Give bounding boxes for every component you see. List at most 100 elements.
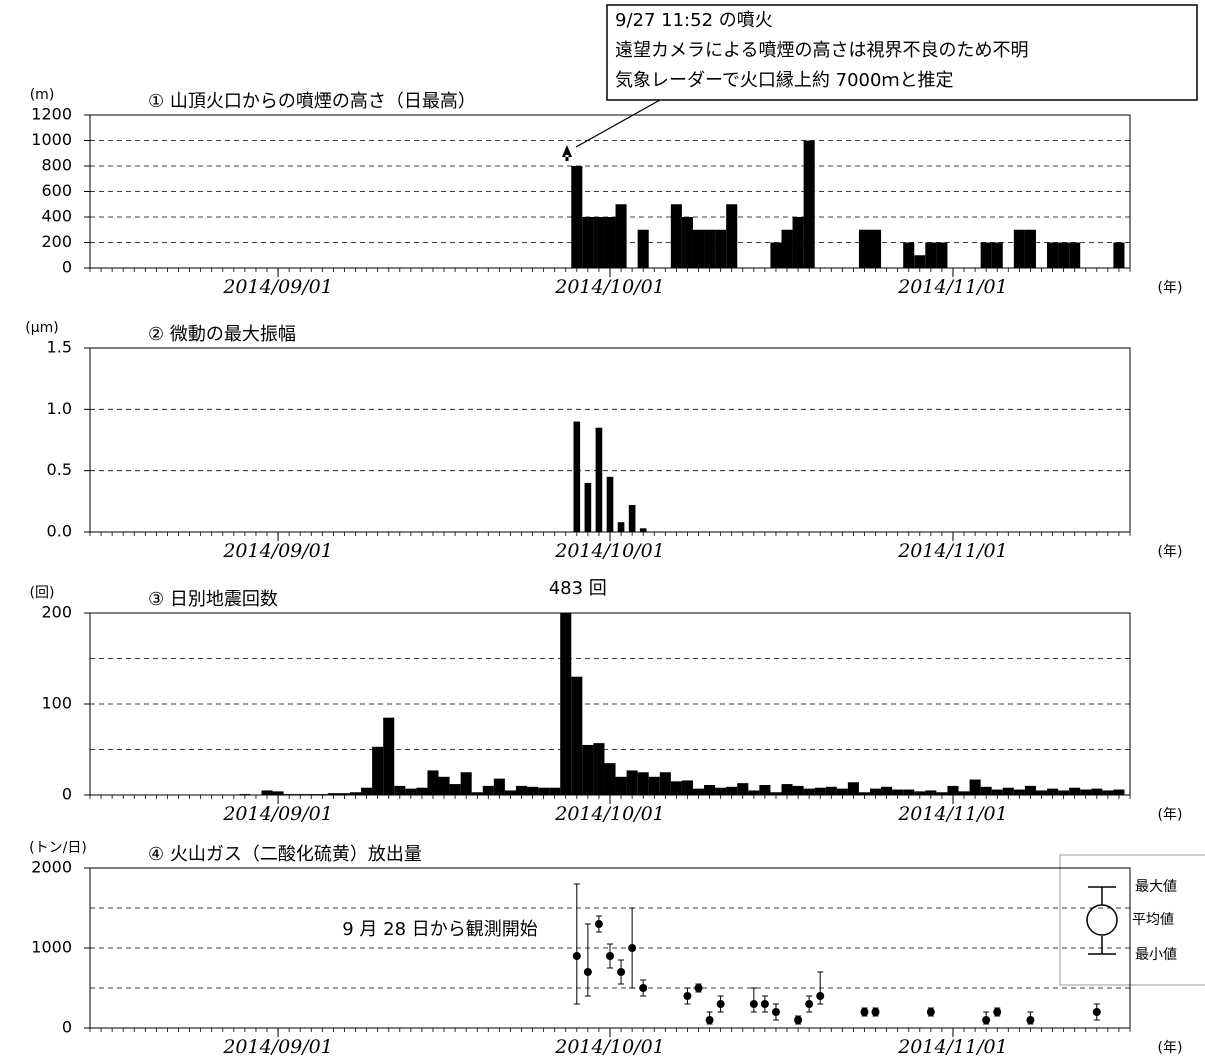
x-unit: (年) xyxy=(1158,280,1183,296)
bar xyxy=(361,787,373,795)
bar xyxy=(936,242,948,268)
bar xyxy=(870,229,882,268)
bar xyxy=(726,786,738,795)
bar xyxy=(881,786,893,795)
point xyxy=(749,1000,758,1008)
bar xyxy=(1024,229,1036,268)
legend-marker xyxy=(1086,904,1118,936)
bar xyxy=(595,427,603,532)
annotation-box xyxy=(606,4,1198,101)
x-tick-label: 2014/09/01 xyxy=(222,1036,333,1058)
plot-area xyxy=(571,140,1125,268)
legend-label: 最小値 xyxy=(1135,947,1177,963)
bar xyxy=(781,784,793,795)
y-tick-label: 0.5 xyxy=(47,460,72,479)
bar xyxy=(991,242,1003,268)
bar xyxy=(261,790,273,795)
bar xyxy=(991,789,1003,795)
y-tick-label: 600 xyxy=(41,181,72,200)
point xyxy=(760,1000,769,1008)
bar xyxy=(538,787,550,795)
bar xyxy=(781,229,793,268)
annotation-line: 気象レーダーで火口縁上約 7000ｍと推定 xyxy=(615,70,953,91)
bar xyxy=(637,229,649,268)
plot-area xyxy=(572,883,1101,1025)
point xyxy=(572,952,581,960)
y-tick-label: 0 xyxy=(62,785,72,804)
bar xyxy=(792,217,804,268)
y-tick-label: 800 xyxy=(41,156,72,175)
point xyxy=(993,1008,1002,1016)
bar xyxy=(770,242,782,268)
bar xyxy=(604,217,616,268)
bar xyxy=(980,786,992,795)
bar xyxy=(1069,787,1081,795)
point xyxy=(805,1000,814,1008)
bar xyxy=(1069,242,1081,268)
bar xyxy=(272,791,284,795)
bar xyxy=(493,778,505,795)
x-tick-label: 2014/10/01 xyxy=(554,803,665,825)
legend-label: 平均値 xyxy=(1132,912,1174,928)
data-label: 483 回 xyxy=(549,578,607,599)
bar xyxy=(825,786,837,795)
bar xyxy=(383,717,395,795)
bar xyxy=(715,787,727,795)
point xyxy=(816,992,825,1000)
y-tick-label: 200 xyxy=(41,603,72,622)
bar xyxy=(748,790,760,795)
bar xyxy=(515,785,528,795)
bar xyxy=(504,790,516,795)
bar xyxy=(639,528,647,532)
y-tick-label: 1000 xyxy=(31,130,72,149)
plot-frame xyxy=(89,612,1131,796)
bar xyxy=(1002,787,1014,795)
x-tick-label: 2014/09/01 xyxy=(222,803,333,825)
bar xyxy=(1013,229,1025,268)
point xyxy=(1026,1016,1035,1024)
x-minor-ticks xyxy=(89,532,1131,536)
bar xyxy=(1091,788,1103,795)
bar xyxy=(549,787,561,795)
annotation: 9 月 28 日から観測開始 xyxy=(342,919,538,940)
annotation-line: 遠望カメラによる噴煙の高さは視界不良のため不明 xyxy=(615,40,1028,61)
bar xyxy=(394,785,406,795)
bar xyxy=(338,793,350,795)
point xyxy=(617,968,626,976)
panel-title: ① 山頂火口からの噴煙の高さ（日最高） xyxy=(148,91,476,112)
bar xyxy=(980,242,992,268)
bar xyxy=(593,217,605,268)
y-tick-label: 100 xyxy=(41,694,72,713)
point xyxy=(982,1016,991,1024)
bar xyxy=(659,772,671,795)
bar xyxy=(704,784,716,795)
bar xyxy=(438,776,450,795)
legend-label: 最大値 xyxy=(1135,879,1177,895)
bar xyxy=(626,770,638,795)
bar xyxy=(573,421,581,532)
x-unit: (年) xyxy=(1158,807,1183,823)
bar xyxy=(759,784,771,795)
bar xyxy=(836,788,848,795)
bar xyxy=(615,776,627,795)
bar xyxy=(803,140,815,268)
bar xyxy=(584,482,592,532)
bar xyxy=(648,776,660,795)
x-tick-label: 2014/11/01 xyxy=(897,540,1008,562)
bar xyxy=(681,217,693,268)
bar xyxy=(582,744,594,795)
plot-frame xyxy=(89,347,1131,533)
bar xyxy=(571,676,583,795)
annotation-arrow xyxy=(575,99,661,148)
bar xyxy=(969,779,981,795)
bar xyxy=(416,787,428,795)
bar xyxy=(460,772,472,795)
bar xyxy=(471,792,483,795)
bar xyxy=(726,204,738,268)
y-tick-label: 1200 xyxy=(31,105,72,124)
bar xyxy=(803,788,815,795)
bar xyxy=(427,770,439,795)
panel-title: ③ 日別地震回数 xyxy=(148,589,278,610)
y-unit: (トン/日) xyxy=(29,840,87,856)
bar xyxy=(947,785,959,795)
